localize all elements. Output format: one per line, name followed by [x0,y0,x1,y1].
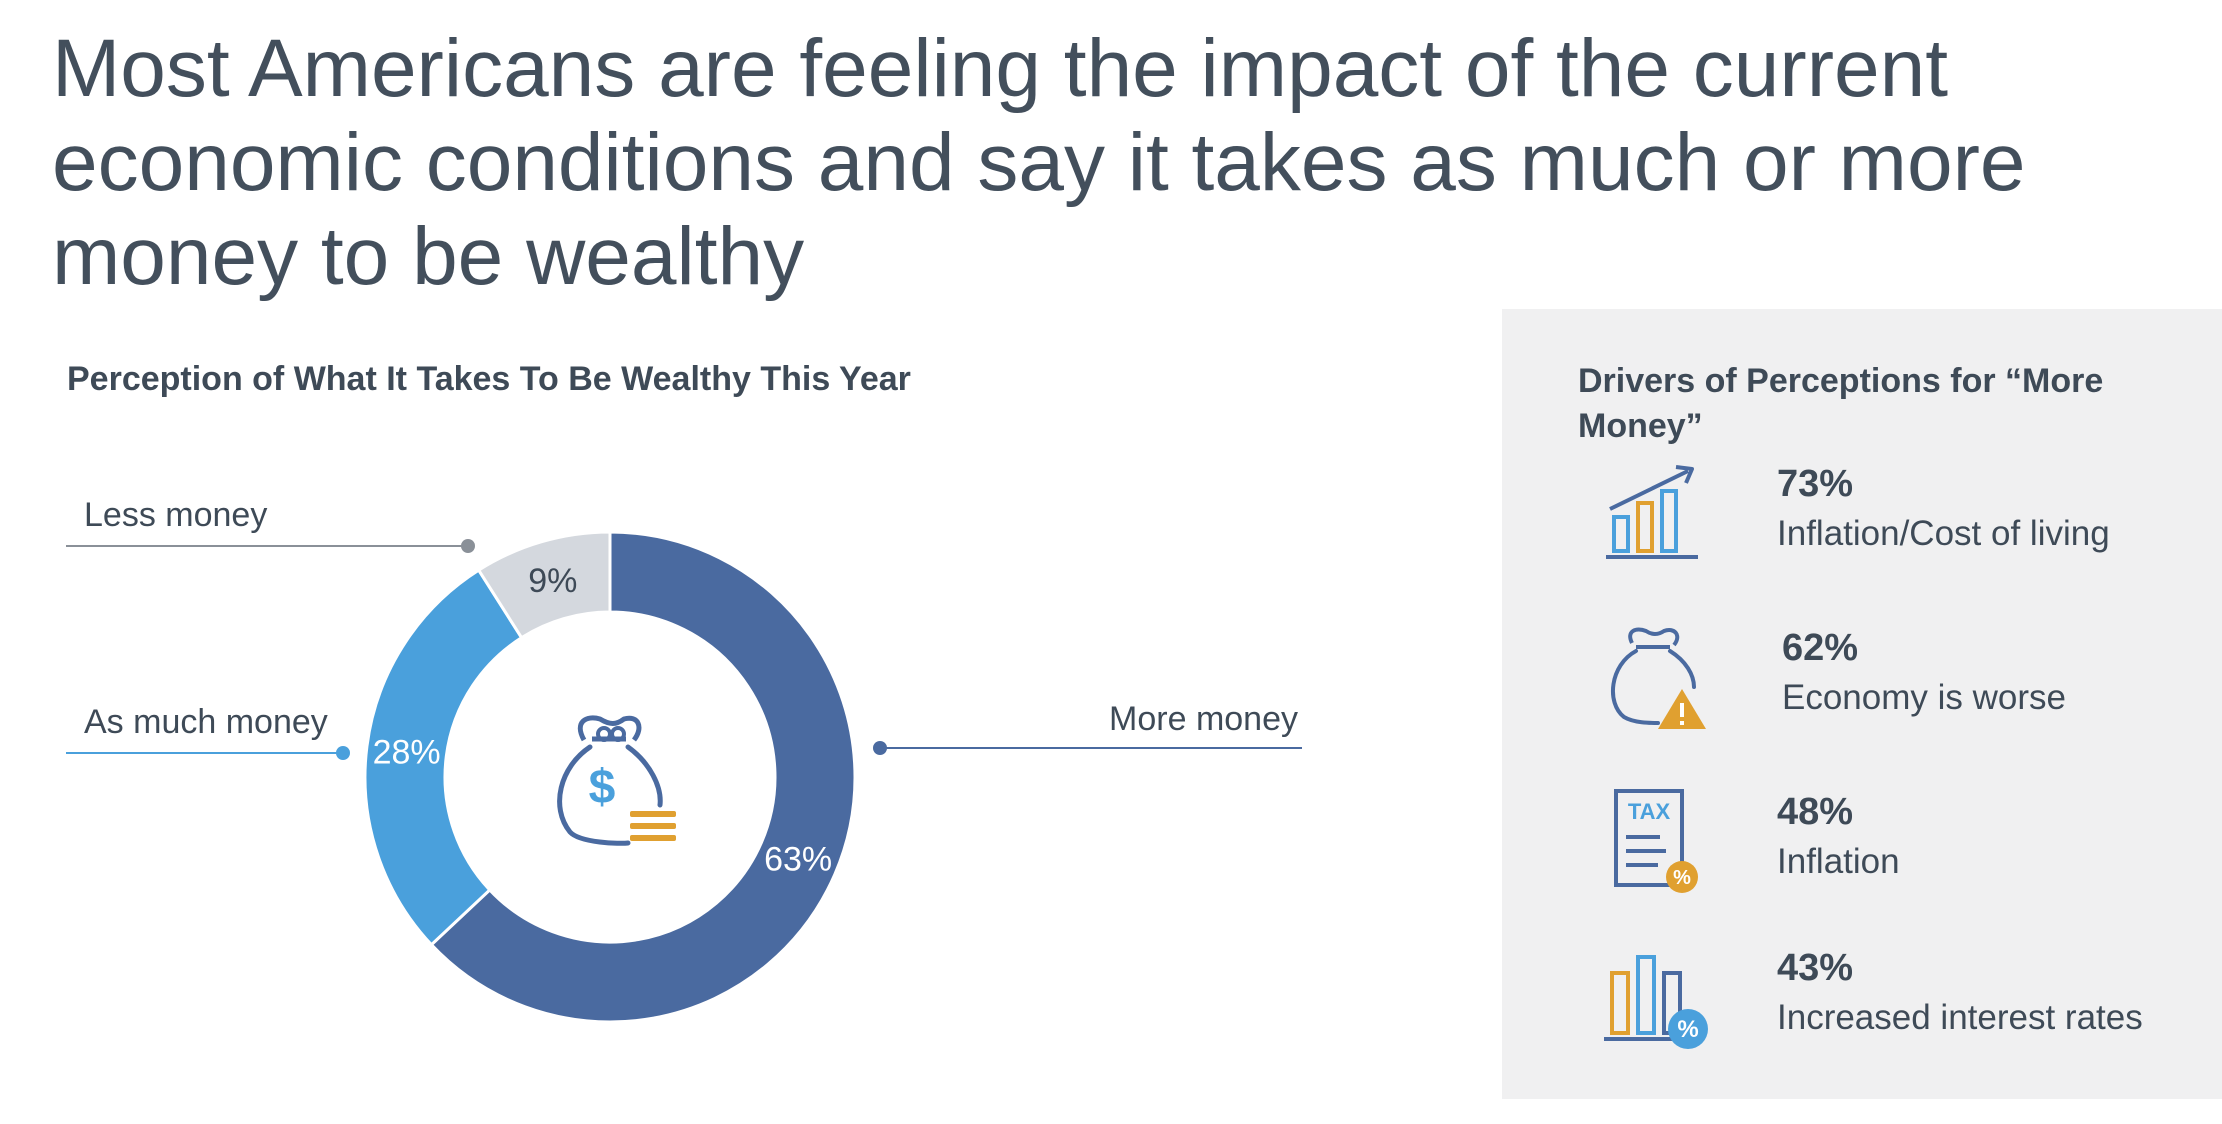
callout-dot [461,539,475,553]
driver-item: 73% Inflation/Cost of living [1502,459,2222,609]
callout-label: As much money [84,703,328,741]
money-bag-icon: $ [557,715,676,846]
donut-slice [363,568,524,947]
svg-text:%: % [1673,867,1691,889]
driver-item: 62% Economy is worse [1502,623,2222,773]
donut-slice-label: 28% [373,733,441,771]
donut-slice-label: 9% [528,562,577,600]
headline: Most Americans are feeling the impact of… [52,23,2026,302]
donut-slice [476,530,612,640]
donut-slices [363,530,857,1024]
driver-label: Economy is worse [1782,678,2066,717]
driver-label: Increased interest rates [1777,998,2143,1037]
donut-slice [429,530,857,1024]
callout-label: More money [1109,700,1298,738]
svg-text:%: % [1677,1016,1698,1043]
donut-callouts: More money As much money Less money [66,496,1302,760]
drivers-title: Drivers of Perceptions for “More Money” [1578,362,2104,445]
driver-percent: 43% [1777,947,1854,989]
driver-item: TAX % 48% Inflation [1502,787,2222,937]
drivers-panel: Drivers of Perceptions for “More Money” … [1502,309,2222,1099]
callout-dot [336,746,350,760]
callout-dot [873,741,887,755]
donut-slice-label: 63% [764,840,832,878]
svg-text:TAX: TAX [1628,799,1671,824]
money-bag-warning-icon [1610,627,1706,729]
driver-item: % 43% Increased interest rates [1502,943,2222,1093]
svg-text:$: $ [589,761,616,814]
driver-label: Inflation [1777,842,1900,881]
driver-percent: 48% [1777,791,1854,833]
callout-label: Less money [84,496,267,534]
bar-chart-percent-icon: % [1604,955,1708,1049]
driver-percent: 73% [1777,463,1854,505]
driver-label: Inflation/Cost of living [1777,514,2110,553]
driver-percent: 62% [1782,627,1859,669]
chart-title: Perception of What It Takes To Be Wealth… [67,360,911,398]
tax-document-icon: TAX % [1614,789,1698,893]
donut-chart: 63% 28% 9% More money As much money Less mon… [66,496,1302,1024]
donut-slice-labels: 63% 28% 9% [373,562,833,878]
rising-bar-chart-icon [1606,465,1698,559]
